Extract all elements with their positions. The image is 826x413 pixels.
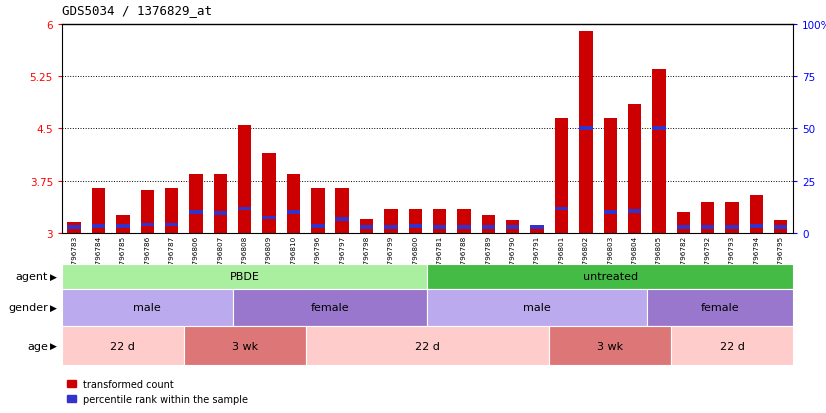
Legend: transformed count, percentile rank within the sample: transformed count, percentile rank withi… xyxy=(67,379,249,404)
Bar xyxy=(214,212,227,216)
Bar xyxy=(628,209,641,213)
Bar xyxy=(409,225,422,228)
Bar xyxy=(750,225,763,228)
Text: 3 wk: 3 wk xyxy=(231,341,258,351)
Bar xyxy=(701,226,714,230)
Bar xyxy=(287,211,300,214)
Text: 3 wk: 3 wk xyxy=(597,341,624,351)
Bar xyxy=(428,289,647,326)
Bar xyxy=(92,188,105,233)
Bar xyxy=(287,174,300,233)
Bar xyxy=(335,218,349,221)
Bar xyxy=(774,226,787,230)
Text: agent: agent xyxy=(16,272,48,282)
Bar xyxy=(311,188,325,233)
Bar xyxy=(306,326,549,366)
Bar xyxy=(189,211,202,214)
Bar xyxy=(360,226,373,230)
Bar xyxy=(140,223,154,227)
Text: female: female xyxy=(311,303,349,313)
Bar xyxy=(62,326,183,366)
Bar xyxy=(530,228,544,233)
Bar xyxy=(384,209,397,233)
Bar xyxy=(579,32,592,233)
Text: female: female xyxy=(700,303,739,313)
Bar xyxy=(189,174,202,233)
Bar xyxy=(428,264,793,289)
Bar xyxy=(165,223,178,227)
Bar xyxy=(555,207,568,211)
Text: gender: gender xyxy=(8,303,48,313)
Bar xyxy=(750,195,763,233)
Bar xyxy=(506,221,520,233)
Bar xyxy=(774,221,787,233)
Bar xyxy=(263,216,276,220)
Text: ▶: ▶ xyxy=(50,272,57,281)
Bar xyxy=(238,126,251,233)
Bar xyxy=(604,119,617,233)
Bar xyxy=(604,211,617,214)
Bar xyxy=(676,226,690,230)
Bar xyxy=(549,326,671,366)
Bar xyxy=(140,190,154,233)
Text: male: male xyxy=(523,303,551,313)
Bar xyxy=(62,264,428,289)
Bar xyxy=(263,153,276,233)
Bar xyxy=(68,226,81,230)
Text: ▶: ▶ xyxy=(50,303,57,312)
Bar xyxy=(409,209,422,233)
Bar xyxy=(458,209,471,233)
Bar xyxy=(482,216,495,233)
Bar xyxy=(458,226,471,230)
Text: male: male xyxy=(133,303,161,313)
Text: GDS5034 / 1376829_at: GDS5034 / 1376829_at xyxy=(62,4,212,17)
Bar xyxy=(92,225,105,228)
Bar xyxy=(384,226,397,230)
Bar xyxy=(183,326,306,366)
Bar xyxy=(335,188,349,233)
Bar xyxy=(214,174,227,233)
Text: ▶: ▶ xyxy=(50,342,57,350)
Text: 22 d: 22 d xyxy=(415,341,440,351)
Bar xyxy=(530,226,544,230)
Bar xyxy=(725,226,738,230)
Bar xyxy=(311,225,325,228)
Bar xyxy=(555,119,568,233)
Bar xyxy=(653,70,666,233)
Bar xyxy=(68,223,81,233)
Text: 22 d: 22 d xyxy=(719,341,744,351)
Bar xyxy=(433,209,446,233)
Bar xyxy=(671,326,793,366)
Bar xyxy=(653,127,666,131)
Bar xyxy=(482,226,495,230)
Bar xyxy=(579,127,592,131)
Bar xyxy=(725,202,738,233)
Bar xyxy=(116,225,130,228)
Text: untreated: untreated xyxy=(582,272,638,282)
Bar xyxy=(647,289,793,326)
Bar xyxy=(676,213,690,233)
Bar xyxy=(506,226,520,230)
Bar xyxy=(433,226,446,230)
Text: PBDE: PBDE xyxy=(230,272,259,282)
Bar xyxy=(165,188,178,233)
Bar xyxy=(116,216,130,233)
Bar xyxy=(62,289,233,326)
Bar xyxy=(233,289,428,326)
Bar xyxy=(701,202,714,233)
Text: 22 d: 22 d xyxy=(111,341,135,351)
Text: age: age xyxy=(27,341,48,351)
Bar xyxy=(238,207,251,211)
Bar xyxy=(628,105,641,233)
Bar xyxy=(360,219,373,233)
